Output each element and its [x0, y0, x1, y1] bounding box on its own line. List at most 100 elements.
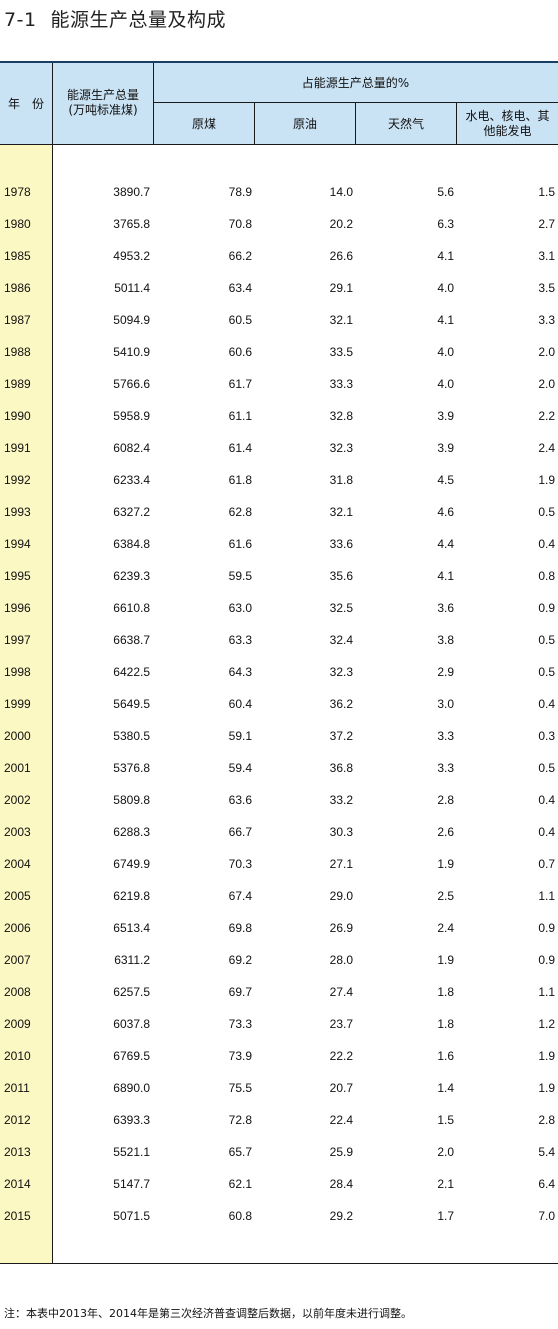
- cell-coal: 59.5: [228, 569, 252, 583]
- cell-coal: 60.4: [228, 697, 252, 711]
- cell-oil: 26.6: [329, 249, 353, 263]
- cell-total: 5380.5: [113, 729, 150, 743]
- cell-hydro: 0.4: [538, 537, 555, 551]
- cell-gas: 3.9: [437, 441, 454, 455]
- cell-oil: 27.1: [329, 857, 353, 871]
- cell-year: 1998: [4, 665, 31, 679]
- cell-total: 3765.8: [113, 217, 150, 231]
- cell-year: 1978: [4, 185, 31, 199]
- cell-gas: 4.4: [437, 537, 454, 551]
- cell-oil: 22.4: [329, 1113, 353, 1127]
- cell-oil: 28.4: [329, 1177, 353, 1191]
- cell-gas: 2.5: [437, 889, 454, 903]
- header-share-group: 占能源生产总量的%: [301, 76, 410, 90]
- table-row: 1987 5094.9 60.5 32.1 4.1 3.3: [0, 304, 558, 336]
- top-rule: [0, 61, 558, 63]
- cell-gas: 1.5: [437, 1113, 454, 1127]
- header-bottom-rule: [0, 144, 558, 145]
- cell-hydro: 0.4: [538, 793, 555, 807]
- table-row: 2002 5809.8 63.6 33.2 2.8 0.4: [0, 784, 558, 816]
- cell-gas: 4.5: [437, 473, 454, 487]
- cell-gas: 4.1: [437, 313, 454, 327]
- cell-hydro: 1.9: [538, 1081, 555, 1095]
- cell-oil: 36.2: [329, 697, 353, 711]
- cell-year: 2007: [4, 953, 31, 967]
- cell-hydro: 1.9: [538, 1049, 555, 1063]
- cell-hydro: 2.8: [538, 1113, 555, 1127]
- cell-coal: 60.6: [228, 345, 252, 359]
- cell-oil: 32.8: [329, 409, 353, 423]
- cell-year: 1990: [4, 409, 31, 423]
- cell-year: 2009: [4, 1017, 31, 1031]
- cell-oil: 32.5: [329, 601, 353, 615]
- cell-total: 4953.2: [113, 249, 150, 263]
- cell-total: 6239.3: [113, 569, 150, 583]
- header-gas: 天然气: [387, 117, 424, 131]
- header-hydro-line2: 他能发电: [483, 124, 532, 138]
- cell-coal: 75.5: [228, 1081, 252, 1095]
- table-row: 2015 5071.5 60.8 29.2 1.7 7.0: [0, 1200, 558, 1232]
- cell-gas: 2.6: [437, 825, 454, 839]
- cell-total: 6082.4: [113, 441, 150, 455]
- table-row: 1992 6233.4 61.8 31.8 4.5 1.9: [0, 464, 558, 496]
- cell-gas: 1.6: [437, 1049, 454, 1063]
- table-row: 2013 5521.1 65.7 25.9 2.0 5.4: [0, 1136, 558, 1168]
- cell-oil: 32.1: [329, 505, 353, 519]
- cell-year: 2006: [4, 921, 31, 935]
- bottom-rule: [0, 1263, 558, 1264]
- cell-gas: 4.1: [437, 569, 454, 583]
- header-total: 能源生产总量 (万吨标准煤): [54, 88, 152, 118]
- divider: [456, 102, 457, 144]
- table-row: 2005 6219.8 67.4 29.0 2.5 1.1: [0, 880, 558, 912]
- cell-hydro: 0.4: [538, 825, 555, 839]
- cell-coal: 65.7: [228, 1145, 252, 1159]
- cell-gas: 1.4: [437, 1081, 454, 1095]
- table-row: 2011 6890.0 75.5 20.7 1.4 1.9: [0, 1072, 558, 1104]
- cell-year: 1988: [4, 345, 31, 359]
- cell-oil: 37.2: [329, 729, 353, 743]
- cell-hydro: 0.9: [538, 601, 555, 615]
- table-row: 1991 6082.4 61.4 32.3 3.9 2.4: [0, 432, 558, 464]
- divider: [254, 102, 255, 144]
- cell-year: 1999: [4, 697, 31, 711]
- cell-coal: 59.4: [228, 761, 252, 775]
- cell-oil: 32.4: [329, 633, 353, 647]
- cell-total: 5766.6: [113, 377, 150, 391]
- divider: [153, 63, 154, 144]
- cell-coal: 62.8: [228, 505, 252, 519]
- cell-oil: 27.4: [329, 985, 353, 999]
- cell-year: 1980: [4, 217, 31, 231]
- cell-hydro: 1.2: [538, 1017, 555, 1031]
- cell-coal: 60.8: [228, 1209, 252, 1223]
- cell-year: 1985: [4, 249, 31, 263]
- table-row: 2003 6288.3 66.7 30.3 2.6 0.4: [0, 816, 558, 848]
- table-row: 2014 5147.7 62.1 28.4 2.1 6.4: [0, 1168, 558, 1200]
- cell-coal: 61.8: [228, 473, 252, 487]
- cell-hydro: 0.7: [538, 857, 555, 871]
- cell-oil: 22.2: [329, 1049, 353, 1063]
- cell-oil: 32.1: [329, 313, 353, 327]
- cell-hydro: 0.9: [538, 953, 555, 967]
- cell-oil: 20.7: [329, 1081, 353, 1095]
- table-row: 1990 5958.9 61.1 32.8 3.9 2.2: [0, 400, 558, 432]
- cell-coal: 63.6: [228, 793, 252, 807]
- cell-oil: 31.8: [329, 473, 353, 487]
- cell-coal: 66.7: [228, 825, 252, 839]
- cell-total: 6219.8: [113, 889, 150, 903]
- cell-oil: 29.0: [329, 889, 353, 903]
- cell-coal: 62.1: [228, 1177, 252, 1191]
- table-row: 1993 6327.2 62.8 32.1 4.6 0.5: [0, 496, 558, 528]
- cell-year: 1989: [4, 377, 31, 391]
- cell-total: 6233.4: [113, 473, 150, 487]
- cell-gas: 6.3: [437, 217, 454, 231]
- cell-hydro: 1.1: [538, 985, 555, 999]
- cell-hydro: 0.5: [538, 665, 555, 679]
- page-title: 7-1 能源生产总量及构成: [4, 5, 226, 32]
- cell-gas: 4.0: [437, 281, 454, 295]
- table-row: 1988 5410.9 60.6 33.5 4.0 2.0: [0, 336, 558, 368]
- cell-year: 1992: [4, 473, 31, 487]
- header-hydro-line1: 水电、核电、其: [465, 109, 550, 123]
- cell-total: 6393.3: [113, 1113, 150, 1127]
- cell-oil: 29.1: [329, 281, 353, 295]
- cell-coal: 70.8: [228, 217, 252, 231]
